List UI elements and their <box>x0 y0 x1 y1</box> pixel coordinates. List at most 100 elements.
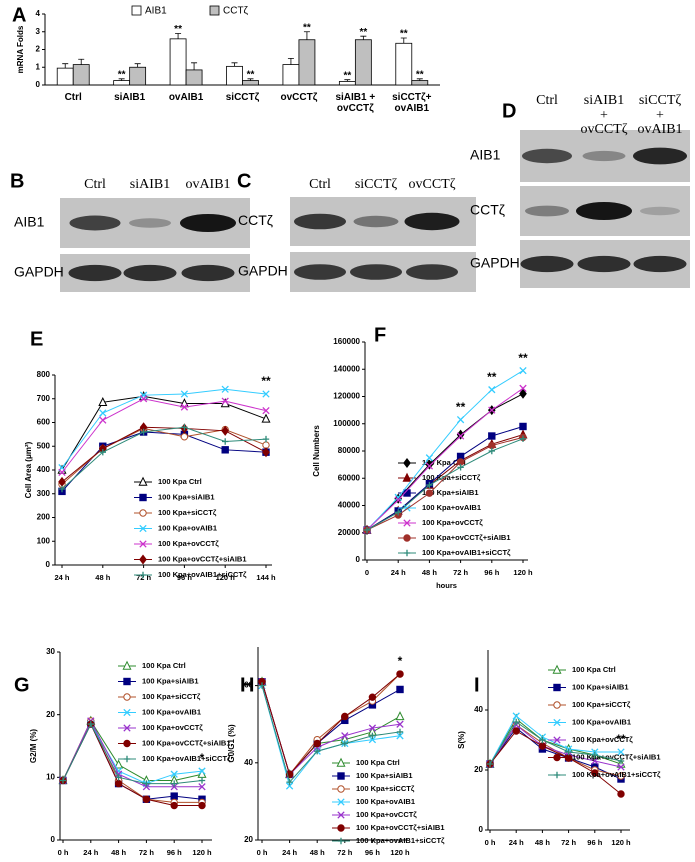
data-point <box>591 769 599 777</box>
data-point <box>456 458 465 466</box>
y-tick-label: 700 <box>37 394 51 403</box>
data-point <box>519 384 527 392</box>
series-line <box>489 727 622 780</box>
data-point <box>363 526 371 534</box>
bar <box>72 64 90 86</box>
panel-label: G <box>14 674 30 696</box>
legend-label: AIB1 <box>145 6 167 17</box>
data-point <box>617 772 625 780</box>
legend-marker <box>123 739 131 748</box>
data-point <box>425 462 434 470</box>
legend-marker <box>337 772 345 780</box>
x-tick-label: 120 h <box>390 848 410 857</box>
annotation: * <box>200 751 205 765</box>
significance-mark: ** <box>343 70 351 81</box>
y-axis-title: G0/G1 (%) <box>227 724 236 763</box>
lane-label: ovCCTζ <box>408 177 456 192</box>
legend-marker <box>123 724 131 732</box>
data-point <box>198 767 206 775</box>
y-tick-label: 0 <box>356 555 361 564</box>
data-point <box>396 728 404 736</box>
legend-label: 100 Kpa+siCCTζ <box>572 700 631 709</box>
data-point <box>591 757 599 765</box>
blot-band <box>294 213 346 230</box>
y-axis-title: S(%) <box>457 731 466 749</box>
blot-band <box>582 150 626 162</box>
x-tick-label: 120 h <box>611 838 631 847</box>
legend-label: 100 Kpa+siAIB1 <box>356 771 413 780</box>
series-line <box>61 388 267 468</box>
data-point <box>512 712 520 720</box>
bar <box>226 65 243 86</box>
blot-band <box>633 147 687 165</box>
series-line <box>61 426 267 490</box>
series <box>58 385 270 472</box>
legend-marker <box>123 693 131 701</box>
annotation: ** <box>487 370 497 384</box>
significance-mark: ** <box>416 69 424 80</box>
row-label: CCTζ <box>470 202 505 218</box>
series-line <box>489 721 622 765</box>
legend-label: 100 Kpa+siAIB1 <box>572 682 629 691</box>
data-point <box>368 724 377 732</box>
legend-marker <box>139 571 147 579</box>
y-tick-label: 600 <box>37 418 51 427</box>
series-line <box>261 685 401 784</box>
series <box>258 670 404 779</box>
y-tick-label: 40 <box>474 705 483 714</box>
row-label: GAPDH <box>238 263 288 279</box>
x-tick-label: 72 h <box>453 568 468 577</box>
data-point <box>539 736 546 744</box>
lane-label: siAIB1 + ovCCTζ <box>580 93 628 138</box>
data-point <box>142 795 151 803</box>
data-point <box>262 435 270 443</box>
data-point <box>341 740 348 747</box>
data-point <box>425 489 434 497</box>
data-point <box>170 801 178 810</box>
error-bar <box>400 37 407 44</box>
data-point <box>98 396 108 407</box>
legend-label: 100 Kpa+ovCCTζ+siAIB1 <box>158 554 247 563</box>
y-tick-label: 0 <box>51 835 56 844</box>
data-point <box>99 448 106 456</box>
legend-label: 100 Kpa+siCCTζ <box>142 692 201 701</box>
data-point <box>488 386 496 394</box>
panel-label: A <box>12 4 26 26</box>
data-point <box>285 782 294 790</box>
legend-marker <box>337 811 345 819</box>
data-point <box>221 425 230 436</box>
data-point <box>457 464 464 471</box>
error-bar <box>360 35 367 40</box>
legend-marker <box>123 755 131 763</box>
y-tick-label: 2 <box>36 45 41 54</box>
data-point <box>488 447 495 455</box>
error-bar <box>62 63 69 69</box>
data-point <box>512 727 520 735</box>
blot-band <box>129 218 171 228</box>
x-tick-label: 48 h <box>422 568 437 577</box>
series <box>363 435 527 534</box>
x-tick-label: 96 h <box>167 848 182 857</box>
data-point <box>221 446 229 454</box>
legend-label: 100 Kpa+ovAIB1 <box>572 717 631 726</box>
bar <box>169 38 187 86</box>
data-point <box>171 780 178 787</box>
legend-label: 100 Kpa+ovAIB1+siCCTζ <box>572 770 661 779</box>
significance-mark: ** <box>303 22 311 33</box>
series <box>59 720 206 810</box>
blot-band <box>353 215 399 228</box>
data-point <box>396 685 404 694</box>
y-tick-label: 20 <box>474 765 483 774</box>
x-tick-label: siCCTζ+ ovAIB1 <box>392 92 432 114</box>
significance-mark: ** <box>118 69 126 80</box>
series-line <box>489 730 622 795</box>
bar <box>395 42 413 86</box>
blot-band <box>181 264 235 282</box>
data-point <box>139 395 148 403</box>
y-tick-label: 60000 <box>338 473 361 482</box>
data-point <box>426 481 433 489</box>
legend-marker <box>123 708 131 717</box>
blot-band <box>525 205 569 217</box>
